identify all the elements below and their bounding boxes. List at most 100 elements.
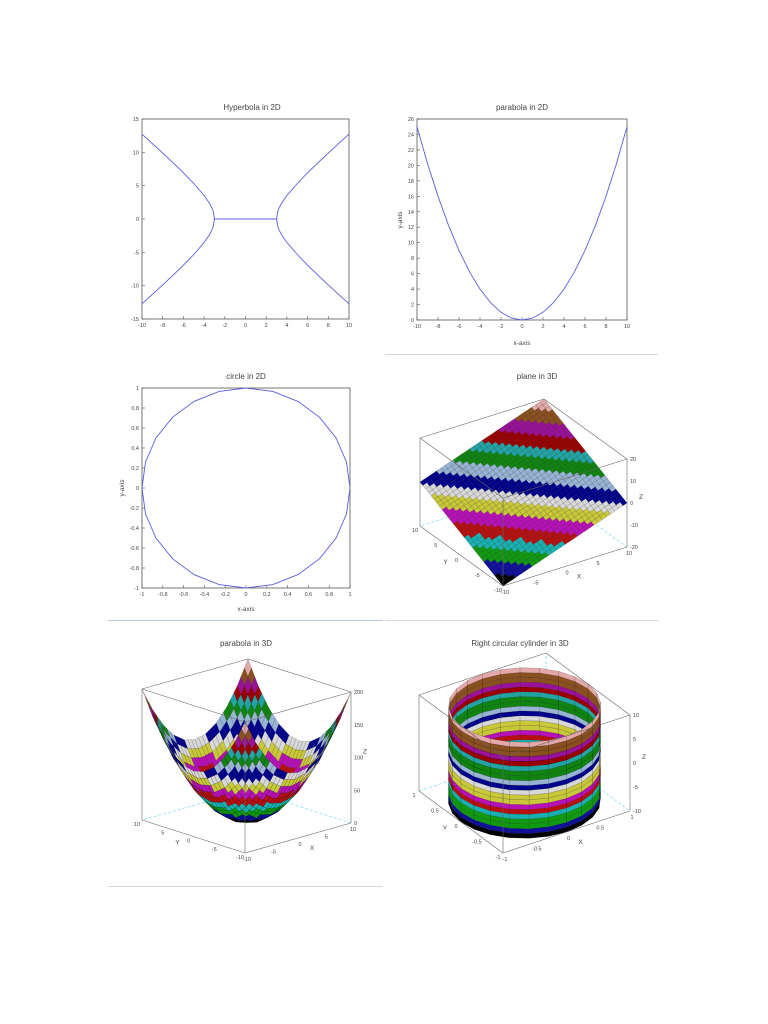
y-tick-label: 8 [411,256,414,262]
x-tick-label: 10 [350,827,356,833]
y-tick-label: 18 [408,179,414,185]
x-tick-label: 0 [567,836,570,842]
plot-frame [141,118,350,320]
y-tick-label: 5 [161,830,164,836]
x-tick-label: 0.4 [284,592,292,598]
x-tick-label: 0.2 [263,592,271,598]
surface-patch [519,715,540,722]
y-tick-label: 26 [408,117,414,123]
surface-patch [509,765,530,772]
plot-frame [141,387,351,589]
plane-3d-chart: plane in 3D -10-50510-10-50510-20-100102… [412,372,643,596]
y-tick-label: 6 [411,272,414,278]
y-tick-label: 0 [411,318,414,324]
box-edge [419,437,504,499]
y-axis-label: y-axis [397,211,404,229]
x-tick-label: -2 [222,323,227,329]
x-tick-label: 1 [348,592,351,598]
box-edge [418,652,547,696]
surface-patch [509,784,530,791]
surface-patch [519,710,540,717]
parabola-2d-chart: parabola in 2D x-axis y-axis -10 -8 -6 -4 -2… [397,103,630,347]
surface-patch [519,720,540,726]
separator-line [108,886,383,887]
x-tick-label: 8 [327,323,330,329]
x-tick-label: -8 [436,324,441,330]
x-tick-label: 0.5 [596,826,604,832]
x-tick-label: 10 [624,324,630,330]
y-tick-label: -0.8 [130,566,139,572]
separator-line [385,620,658,621]
y-tick-label: -0.6 [130,546,139,552]
box-edge [418,694,504,758]
surface-patch [509,770,530,777]
y-tick-label: 0.6 [131,426,139,432]
chart-title: Right circular cylinder in 3D [471,639,569,648]
y-tick-label: -1 [496,855,501,861]
x-tick-label: 4 [285,323,288,329]
y-tick-label: 2 [411,303,414,309]
z-tick-label: -20 [630,545,638,551]
y-tick-label: 0.4 [131,446,139,452]
z-axis-label: Z [363,749,367,756]
surface-patch [509,808,530,815]
x-tick-label: -5 [534,580,539,586]
chart-title: Hyperbola in 2D [223,103,281,112]
box-edge [244,822,352,854]
z-tick-label: -10 [630,523,638,529]
curve [276,218,350,305]
x-axis-label: x-axis [238,606,256,613]
x-tick-label: 0 [244,323,247,329]
y-tick-label: 0 [454,824,457,830]
box-edge [141,658,249,690]
plot-frame [416,118,628,321]
z-tick-label: 10 [630,479,636,485]
surface-patch [519,729,540,736]
y-axis-label: Y [175,840,180,847]
x-tick-label: 8 [604,324,607,330]
separator-line [108,620,383,621]
x-axis-label: x-axis [514,340,532,347]
x-tick-label: 0 [565,571,568,577]
x-tick-label: 0.8 [325,592,333,598]
surface-patch [343,691,352,708]
y-tick-label: 1 [412,793,415,799]
y-tick-label: 10 [412,528,418,534]
x-tick-label: -2 [499,324,504,330]
box-edge [141,819,246,854]
y-tick-label: 15 [133,117,139,123]
x-tick-label: 0.6 [305,592,313,598]
y-tick-label: -1 [134,586,139,592]
y-tick-label: -0.5 [472,840,481,846]
z-tick-label: 100 [354,756,363,762]
x-tick-label: 0 [520,324,523,330]
x-tick-label: -10 [138,323,146,329]
chart-title: parabola in 3D [220,639,272,648]
surface-patch [509,823,530,829]
x-tick-label: 2 [265,323,268,329]
surface-patch [509,760,530,767]
surface-patch [509,741,530,748]
y-tick-label: -5 [134,250,139,256]
y-axis-label: y-axis [119,479,126,497]
surface-patch [509,756,530,762]
surface-patch [519,696,540,702]
surface-patch [509,780,530,786]
x-tick-label: 6 [306,323,309,329]
x-tick-label: 5 [325,835,328,841]
surface-patch [509,789,530,796]
curve [276,133,350,220]
y-tick-label: 5 [434,543,437,549]
box-edge [418,790,504,854]
curve [141,218,215,305]
x-tick-label: -6 [181,323,186,329]
y-tick-label: -0.2 [130,506,139,512]
z-axis-label: Z [639,494,643,501]
x-tick-label: -4 [202,323,207,329]
surface-patch [500,579,508,587]
y-tick-label: 22 [408,148,414,154]
surface-patch [519,705,540,712]
chart-title: circle in 2D [226,372,266,381]
surface-patch [509,813,530,820]
x-tick-label: -4 [478,324,483,330]
